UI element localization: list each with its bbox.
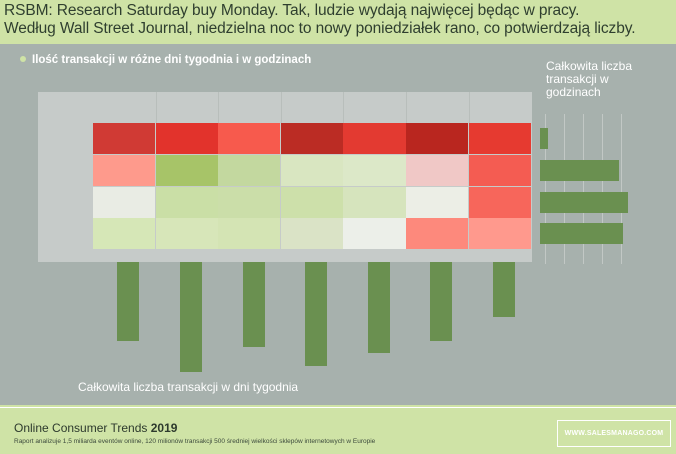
- heatmap-cell: [343, 154, 406, 186]
- heatmap-cell: [93, 154, 156, 186]
- heatmap-cell: [343, 218, 406, 250]
- heatmap-cell: [343, 123, 406, 154]
- heatmap-cell: [93, 123, 156, 154]
- heatmap-cell: [468, 218, 531, 250]
- hourly-total-bar: [540, 223, 623, 245]
- column-separator: [218, 92, 220, 123]
- heatmap-cell: [280, 218, 343, 250]
- column-separator: [406, 92, 407, 123]
- hourly-grid-line: [583, 114, 584, 264]
- heatmap-cell: [218, 154, 281, 186]
- heatmap-cell: [280, 123, 343, 154]
- footer-title-year: 2019: [150, 421, 178, 435]
- website-link[interactable]: WWW.SALESMANAGO.COM: [557, 420, 671, 447]
- footer-title-text: Online Consumer Trends: [14, 421, 151, 435]
- header: RSBM: Research Saturday buy Monday. Tak,…: [0, 0, 676, 44]
- hourly-total-bar: [540, 128, 549, 149]
- heatmap-cell: [155, 123, 218, 154]
- footer-title: Online Consumer Trends 2019: [14, 421, 177, 435]
- column-separator: [280, 92, 282, 123]
- heatmap-cell: [343, 186, 406, 218]
- heatmap-cell: [155, 186, 218, 218]
- header-line-2: Według Wall Street Journal, niedzielna n…: [4, 20, 636, 37]
- heatmap-cell: [406, 154, 469, 186]
- hourly-total-title: Całkowita liczba transakcji w godzinach: [546, 59, 633, 99]
- chart-panel: Ilość transakcji w różne dni tygodnia i …: [0, 44, 676, 405]
- heatmap-cell: [218, 186, 281, 218]
- column-separator: [468, 92, 470, 123]
- heatmap-cell: [218, 123, 281, 154]
- daily-total-bar: [367, 262, 390, 353]
- daily-total-bar: [179, 262, 202, 373]
- daily-total-bar: [492, 262, 515, 318]
- daily-total-title: Całkowita liczba transakcji w dni tygodn…: [78, 380, 299, 394]
- heatmap-cell: [93, 218, 156, 250]
- heatmap-cell: [280, 154, 343, 186]
- column-separator: [155, 92, 157, 123]
- heatmap-cell: [93, 186, 156, 218]
- heatmap-cell: [218, 218, 281, 250]
- heatmap-cell: [468, 154, 531, 186]
- hourly-grid-line: [621, 114, 622, 264]
- hourly-grid-line: [545, 114, 546, 264]
- heatmap-cell: [155, 154, 218, 186]
- heatmap-cell: [468, 123, 531, 154]
- footer: Online Consumer Trends 2019 Raport anali…: [0, 405, 676, 454]
- heatmap-title-text: Ilość transakcji w różne dni tygodnia i …: [32, 54, 312, 66]
- daily-total-bar: [242, 262, 265, 348]
- header-line-1: RSBM: Research Saturday buy Monday. Tak,…: [4, 2, 580, 19]
- footer-divider: [0, 407, 676, 408]
- footer-note: Raport analizuje 1,5 miliarda eventów on…: [14, 438, 376, 445]
- daily-total-bar: [305, 262, 328, 367]
- hourly-total-bar: [540, 159, 620, 181]
- heatmap-cell: [406, 218, 469, 250]
- heatmap-cell: [406, 186, 469, 218]
- bullet-dot-icon: [20, 56, 26, 62]
- daily-total-bar: [117, 262, 140, 342]
- heatmap-cell: [280, 186, 343, 218]
- heatmap-cell: [468, 186, 531, 218]
- hourly-grid-line: [602, 114, 603, 264]
- hourly-grid-line: [564, 114, 565, 264]
- daily-total-bar: [430, 262, 453, 342]
- heatmap-cell: [406, 123, 469, 154]
- heatmap-cell: [155, 218, 218, 250]
- column-separator: [343, 92, 345, 123]
- column-header-band: [38, 92, 532, 123]
- hourly-total-bar: [540, 191, 629, 213]
- heatmap-title: Ilość transakcji w różne dni tygodnia i …: [20, 54, 311, 66]
